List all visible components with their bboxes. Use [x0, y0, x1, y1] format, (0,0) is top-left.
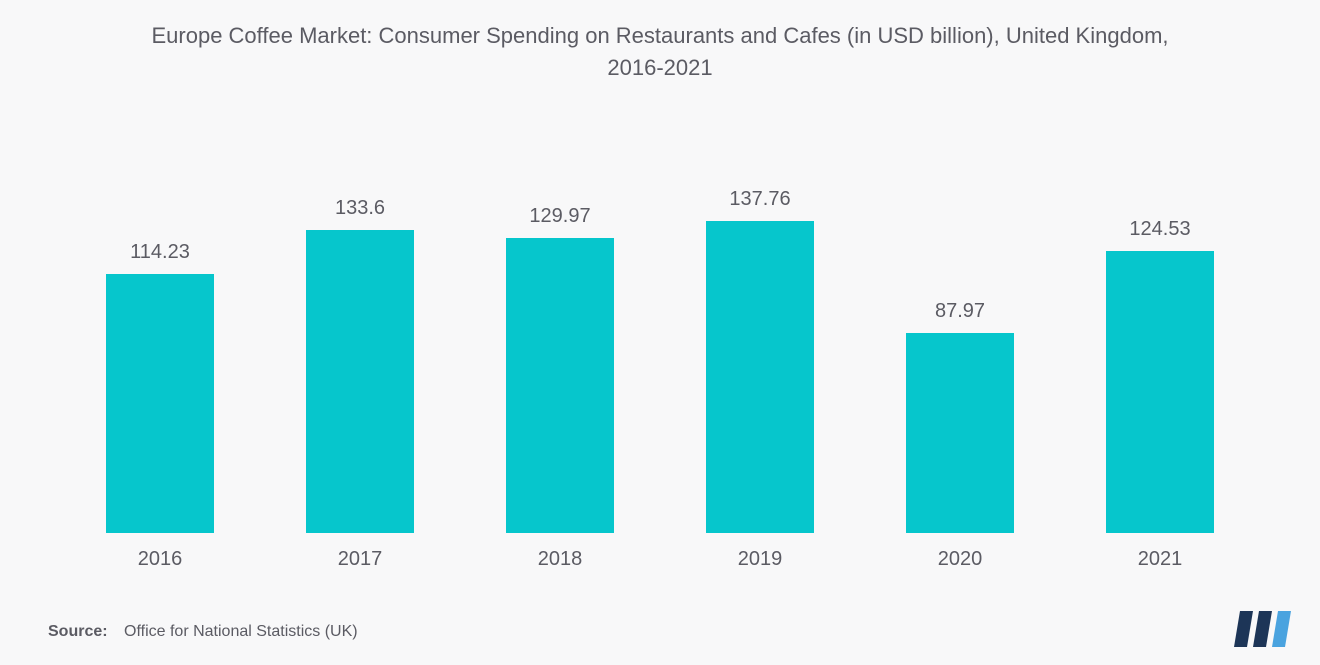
logo-bar-2	[1253, 611, 1272, 647]
bar-slot: 114.23	[60, 144, 260, 533]
x-axis-label: 2019	[660, 548, 860, 571]
bar-value-label: 124.53	[1129, 218, 1190, 241]
bar-value-label: 137.76	[729, 188, 790, 211]
source-attribution: Source: Office for National Statistics (…	[48, 623, 358, 641]
bar	[106, 274, 214, 533]
logo-bar-3	[1272, 611, 1291, 647]
x-axis-label: 2017	[260, 548, 460, 571]
x-axis-label: 2020	[860, 548, 1060, 571]
chart-title: Europe Coffee Market: Consumer Spending …	[135, 20, 1185, 84]
bar	[706, 221, 814, 533]
source-text: Office for National Statistics (UK)	[124, 623, 358, 640]
bar-slot: 133.6	[260, 144, 460, 533]
x-axis-label: 2021	[1060, 548, 1260, 571]
bar-slot: 129.97	[460, 144, 660, 533]
bars-container: 114.23 133.6 129.97 137.76 87.97 124.53	[60, 144, 1260, 533]
bar-value-label: 129.97	[529, 205, 590, 228]
source-label: Source:	[48, 623, 108, 640]
bar	[1106, 251, 1214, 533]
x-axis-label: 2018	[460, 548, 660, 571]
bar	[306, 230, 414, 533]
bar-slot: 137.76	[660, 144, 860, 533]
bar	[906, 333, 1014, 532]
brand-logo-icon	[1234, 611, 1292, 647]
chart-plot-area: 114.23 133.6 129.97 137.76 87.97 124.53	[60, 144, 1260, 534]
x-axis-label: 2016	[60, 548, 260, 571]
logo-bar-1	[1234, 611, 1253, 647]
bar-value-label: 114.23	[130, 241, 190, 264]
bar-value-label: 133.6	[335, 197, 385, 220]
bar	[506, 238, 614, 533]
x-axis: 2016 2017 2018 2019 2020 2021	[60, 548, 1260, 571]
bar-value-label: 87.97	[935, 300, 985, 323]
bar-slot: 87.97	[860, 144, 1060, 533]
bar-slot: 124.53	[1060, 144, 1260, 533]
